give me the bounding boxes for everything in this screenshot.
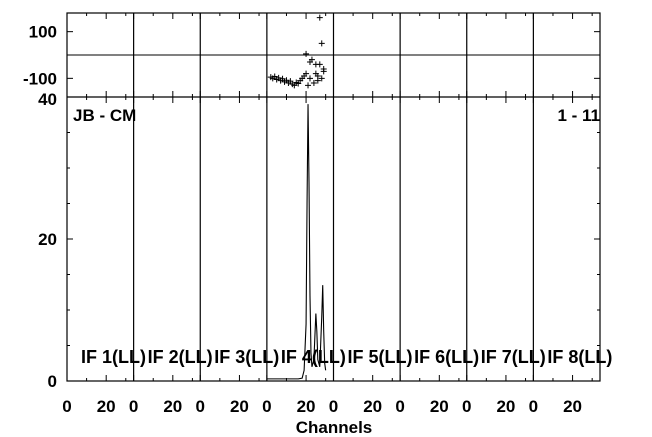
x-tick-label: 20 (230, 397, 249, 416)
phase-point (318, 75, 325, 82)
scan-range-label: 1 - 11 (557, 106, 600, 125)
amplitude-line (266, 104, 327, 380)
panel-frames (66, 12, 601, 382)
if-panel-label: IF 5(LL) (348, 347, 413, 367)
x-tick-label: 0 (262, 397, 271, 416)
phase-y-tick-label: -100 (23, 69, 57, 88)
x-tick-label: 0 (62, 397, 71, 416)
phase-point (305, 82, 312, 89)
if-panel-label: IF 8(LL) (547, 347, 612, 367)
x-tick-label: 20 (496, 397, 515, 416)
phase-point (320, 66, 327, 72)
data-series (266, 14, 327, 380)
phase-y-tick-label: 100 (29, 23, 57, 42)
x-tick-label: 0 (529, 397, 538, 416)
x-tick-label: 20 (430, 397, 449, 416)
if-panel-label: IF 3(LL) (214, 347, 279, 367)
if-panel-label: IF 1(LL) (81, 347, 146, 367)
x-tick-label: 0 (395, 397, 404, 416)
x-axis-label: Channels (296, 418, 373, 437)
amplitude-y-tick-label: 40 (38, 90, 57, 109)
phase-point (287, 78, 294, 85)
phase-point (271, 73, 278, 80)
x-tick-label: 20 (363, 397, 382, 416)
phase-point (318, 40, 325, 47)
x-tick-label: 20 (163, 397, 182, 416)
x-tick-label: 20 (563, 397, 582, 416)
phase-point (314, 73, 321, 79)
phase-point (316, 61, 323, 68)
x-tick-label: 20 (97, 397, 116, 416)
amplitude-y-tick-label: 0 (48, 372, 57, 391)
amplitude-y-tick-label: 20 (38, 230, 57, 249)
x-tick-label: 0 (196, 397, 205, 416)
x-tick-label: 0 (129, 397, 138, 416)
if-panel-label: IF 6(LL) (414, 347, 479, 367)
x-tick-label: 0 (462, 397, 471, 416)
phase-point (303, 70, 310, 77)
phase-point (316, 14, 323, 21)
phase-point (303, 50, 310, 57)
phase-point (306, 75, 313, 82)
x-tick-label: 20 (297, 397, 316, 416)
if-panel-label: IF 2(LL) (148, 347, 213, 367)
baseline-label: JB - CM (73, 106, 136, 125)
phase-point (308, 56, 315, 63)
phase-point (310, 80, 317, 86)
if-panel-label: IF 4(LL) (281, 347, 346, 367)
phase-point (279, 75, 286, 82)
tick-marks (66, 13, 600, 382)
x-tick-label: 0 (329, 397, 338, 416)
if-panel-label: IF 7(LL) (481, 347, 546, 367)
